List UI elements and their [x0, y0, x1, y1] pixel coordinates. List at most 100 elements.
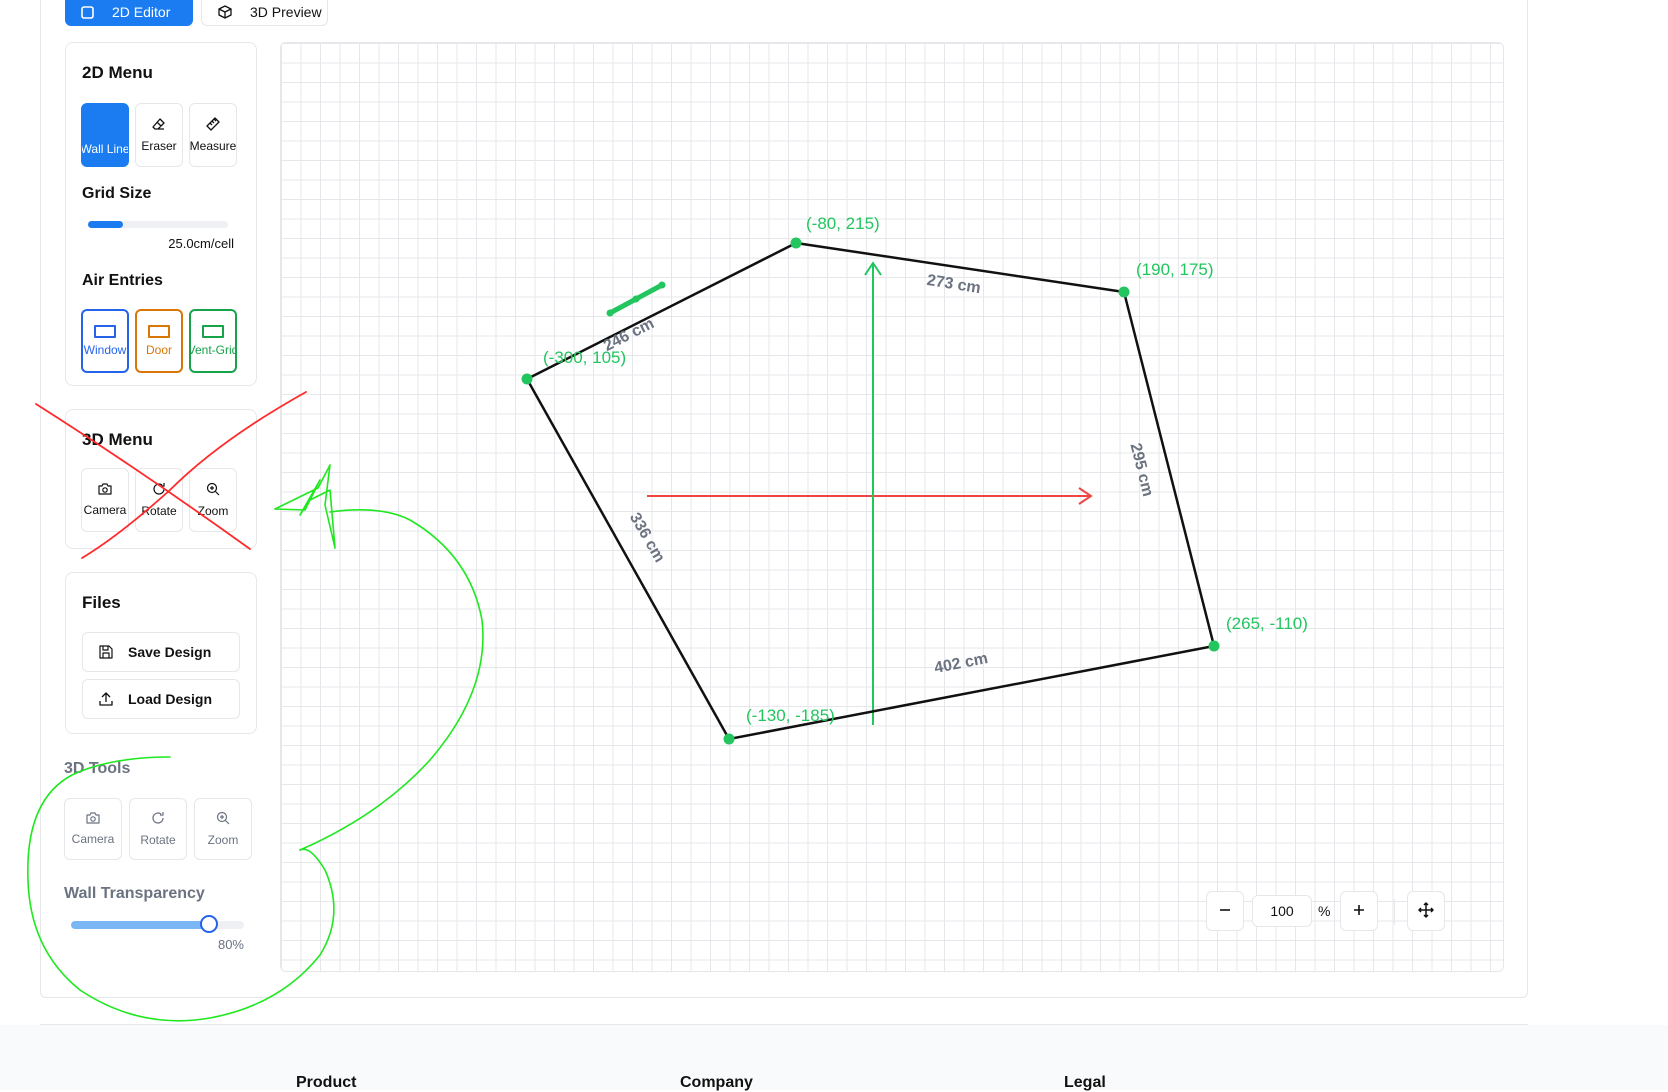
load-design-button[interactable]: Load Design — [82, 679, 240, 719]
measure-tool[interactable]: Measure — [189, 103, 237, 167]
zoom-unit: % — [1318, 903, 1331, 919]
tools-3d-title: 3D Tools — [64, 760, 131, 777]
save-design-label: Save Design — [128, 644, 212, 660]
camera-icon — [86, 812, 100, 827]
zoom-value-input[interactable]: 100 — [1252, 895, 1312, 927]
ruler-icon — [206, 117, 220, 134]
grid-size-slider[interactable] — [88, 221, 228, 228]
footer-col-company: Company — [680, 1074, 753, 1091]
zoom-in-button[interactable] — [1340, 891, 1378, 931]
wall-transparency-title: Wall Transparency — [64, 885, 205, 902]
plus-icon — [1353, 903, 1365, 919]
air-entries-title: Air Entries — [82, 272, 163, 289]
rotate-tool[interactable]: Rotate — [135, 468, 183, 532]
wall-line-tool[interactable]: Wall Line — [81, 103, 129, 167]
vertex-coordinate-label: (190, 175) — [1136, 260, 1214, 279]
vertex-coordinate-label: (-300, 105) — [543, 348, 626, 367]
tools-3d-camera[interactable]: Camera — [64, 798, 122, 860]
door-icon — [148, 325, 170, 338]
tools-3d-zoom[interactable]: Zoom — [194, 798, 252, 860]
eraser-icon — [152, 117, 166, 134]
window-tool[interactable]: Window — [81, 309, 129, 373]
camera-tool[interactable]: Camera — [81, 468, 129, 532]
cube-icon — [218, 4, 232, 19]
eraser-label: Eraser — [141, 139, 177, 153]
zoom-in-icon — [216, 811, 230, 828]
air-entry-handle[interactable] — [632, 295, 640, 303]
wall-segment[interactable] — [1122, 291, 1216, 647]
footer-col-product: Product — [296, 1074, 357, 1091]
air-entry-handle[interactable] — [606, 309, 614, 317]
minus-icon — [1219, 903, 1231, 919]
wall-length-label: 295 cm — [1127, 442, 1157, 499]
wall-transparency-fill — [71, 921, 210, 929]
tools-3d-camera-label: Camera — [71, 832, 115, 846]
footer-divider — [40, 1024, 1528, 1025]
tools-3d-rotate-label: Rotate — [140, 833, 176, 847]
footer-col-legal: Legal — [1064, 1074, 1106, 1091]
files-title: Files — [82, 593, 121, 612]
move-icon — [1418, 901, 1434, 921]
wall-segment[interactable] — [795, 241, 1125, 294]
zoom-tool[interactable]: Zoom — [189, 468, 237, 532]
wall-length-label: 273 cm — [926, 272, 982, 297]
air-entry-handle[interactable] — [658, 281, 666, 289]
floor-plan-canvas[interactable]: 273 cm 295 cm 402 cm 336 cm 246 cm (-80, 215)… — [280, 42, 1504, 972]
vertex-coordinate-label: (265, -110) — [1226, 614, 1308, 633]
save-icon — [99, 645, 113, 659]
tab-3d-preview[interactable]: 3D Preview — [201, 0, 328, 26]
vertex-point[interactable] — [1208, 640, 1220, 652]
zoom-out-button[interactable] — [1206, 891, 1244, 931]
wall-line-label: Wall Line — [81, 142, 129, 156]
upload-icon — [99, 692, 113, 706]
y-axis-arrow — [864, 261, 882, 725]
wall-segment[interactable] — [525, 378, 731, 740]
load-design-label: Load Design — [128, 691, 213, 707]
wall-segment[interactable] — [728, 644, 1215, 741]
eraser-tool[interactable]: Eraser — [135, 103, 183, 167]
door-label: Door — [145, 343, 172, 357]
camera-label: Camera — [83, 503, 127, 517]
vent-grid-label: Vent-Grid — [189, 343, 237, 357]
measure-label: Measure — [189, 139, 237, 153]
menu-2d-title: 2D Menu — [82, 63, 153, 82]
window-icon — [94, 325, 116, 338]
menu-3d-panel: 3D Menu Camera Rotate Zoom — [65, 409, 257, 549]
vent-grid-icon — [202, 325, 224, 338]
files-panel: Files Save Design Load Design — [65, 572, 257, 734]
wall-length-label: 402 cm — [933, 650, 990, 677]
grid-size-slider-fill — [88, 221, 123, 228]
window-label: Window — [83, 343, 127, 357]
zoom-divider — [1394, 899, 1395, 925]
tab-3d-label: 3D Preview — [250, 3, 322, 20]
zoom-label: Zoom — [197, 504, 229, 518]
vertex-point[interactable] — [1118, 286, 1130, 298]
vertex-coordinate-label: (-130, -185) — [746, 706, 835, 725]
wall-transparency-slider[interactable] — [71, 915, 244, 933]
wall-segment[interactable] — [526, 241, 797, 381]
camera-icon — [98, 483, 112, 498]
grid-size-title: Grid Size — [82, 185, 152, 202]
tools-3d-rotate[interactable]: Rotate — [129, 798, 187, 860]
tools-3d-zoom-label: Zoom — [207, 833, 239, 847]
menu-2d-panel: 2D Menu Wall Line Eraser Measure Grid Si… — [65, 42, 257, 386]
rotate-label: Rotate — [141, 504, 177, 518]
wall-length-label: 336 cm — [626, 510, 668, 565]
door-tool[interactable]: Door — [135, 309, 183, 373]
save-design-button[interactable]: Save Design — [82, 632, 240, 672]
vertex-coordinate-label: (-80, 215) — [806, 214, 880, 233]
pan-button[interactable] — [1407, 891, 1445, 931]
vent-grid-tool[interactable]: Vent-Grid — [189, 309, 237, 373]
menu-3d-title: 3D Menu — [82, 430, 153, 449]
vertex-point[interactable] — [790, 237, 802, 249]
square-icon — [81, 5, 94, 19]
vertex-point[interactable] — [521, 373, 533, 385]
tab-2d-editor[interactable]: 2D Editor — [65, 0, 193, 26]
grid-size-value: 25.0cm/cell — [168, 236, 234, 251]
wall-transparency-value: 80% — [217, 937, 244, 952]
vertex-point[interactable] — [723, 733, 735, 745]
rotate-icon — [152, 482, 166, 499]
tab-2d-label: 2D Editor — [112, 4, 171, 20]
x-axis-arrow — [647, 487, 1093, 505]
